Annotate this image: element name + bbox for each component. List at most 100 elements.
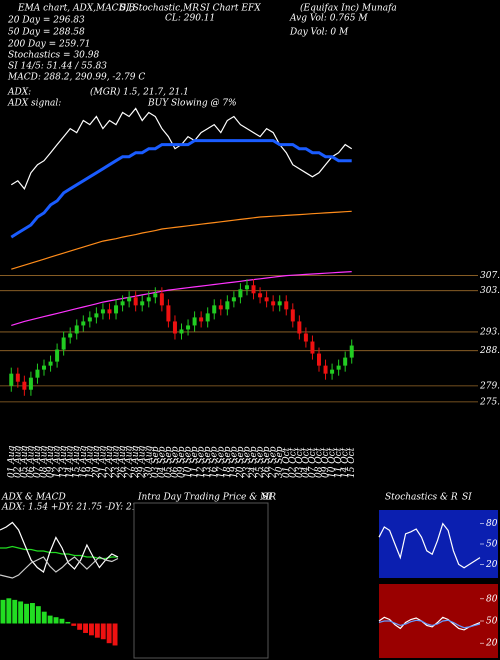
bar — [24, 603, 29, 624]
header-text: EMA chart, ADX,MACD,B — [17, 4, 135, 14]
bar — [94, 623, 100, 638]
x-tick-label: 22 Aug — [105, 445, 115, 479]
bar — [89, 623, 94, 636]
x-tick-label: 17 Sep — [216, 446, 226, 478]
header-text: Avg Vol: 0.765 M — [289, 14, 368, 24]
x-tick-label: 06 Sep — [170, 446, 180, 478]
x-tick-label: 20 Aug — [92, 445, 102, 479]
x-tick-label: 26 Sep — [262, 446, 272, 479]
x-tick-label: 30 Aug — [144, 445, 154, 478]
candle-body — [81, 321, 86, 326]
candle-body — [238, 289, 243, 298]
x-tick-label: 05 Sep — [164, 446, 174, 478]
x-tick-label: 27 Sep — [269, 446, 279, 479]
line-series — [0, 521, 119, 573]
x-tick-label: 02 Aug — [13, 445, 23, 478]
candle-body — [244, 285, 249, 290]
x-tick-label: 19 Aug — [85, 445, 95, 478]
header-text: SI Chart EFX — [200, 4, 261, 14]
candle-body — [35, 369, 40, 378]
candle-body — [231, 297, 236, 302]
y-tick-label: 80 — [486, 519, 498, 529]
x-tick-label: 09 Sep — [177, 446, 187, 478]
candle-body — [284, 301, 289, 310]
bar — [112, 623, 118, 646]
bar — [12, 599, 18, 624]
line-series — [0, 556, 119, 579]
x-tick-label: 01 Aug — [7, 445, 17, 478]
candle-body — [277, 301, 282, 306]
x-tick-label: 01 Oct — [282, 447, 292, 478]
panel-subtitle: ADX: 1.54 +DY: 21.75 -DY: 21.09 — [1, 503, 152, 513]
header-text: Day Vol: 0 M — [289, 28, 349, 38]
header-text: SI,Stochastic,MR — [120, 4, 199, 14]
y-tick-label: 293.38 — [479, 327, 500, 337]
y-tick-label: 279.96 — [479, 381, 500, 391]
y-tick-label: 303.65 — [480, 286, 500, 296]
line-series — [11, 271, 352, 326]
header-text: (Equifax Inc) Munafa — [300, 3, 397, 14]
candle-body — [192, 317, 197, 326]
x-tick-label: 09 Oct — [321, 447, 331, 478]
x-tick-label: 19 Sep — [229, 446, 239, 478]
header-text: ADX: — [7, 88, 31, 98]
x-tick-label: 12 Aug — [53, 445, 63, 478]
header-text: CL: 290.11 — [165, 14, 215, 24]
candle-body — [114, 305, 119, 314]
x-tick-label: 10 Oct — [328, 447, 338, 478]
panel-title: Intra Day Trading Price & MR — [137, 493, 276, 503]
candle-body — [316, 353, 321, 366]
line-series — [10, 139, 352, 239]
x-tick-label: 03 Oct — [295, 447, 305, 478]
panel-subtitle: SI — [262, 493, 272, 503]
candle-body — [330, 369, 335, 374]
candle-body — [310, 341, 315, 354]
x-tick-label: 24 Sep — [249, 446, 259, 479]
header-text: 20 Day = 296.83 — [7, 16, 85, 26]
x-tick-label: 05 Aug — [20, 445, 30, 478]
candle-body — [140, 301, 145, 306]
y-tick-label: 307.41 — [480, 271, 500, 281]
panel-title: ADX & MACD — [1, 493, 66, 503]
candle-body — [199, 317, 204, 322]
x-tick-label: 23 Aug — [112, 445, 122, 479]
bar — [53, 617, 59, 624]
y-tick-label: 50 — [486, 540, 498, 550]
x-tick-label: 07 Oct — [308, 447, 318, 478]
panel-subtitle: SI — [462, 493, 472, 503]
x-tick-label: 08 Aug — [40, 445, 50, 478]
bar — [65, 621, 71, 624]
x-tick-label: 30 Sep — [275, 446, 285, 478]
candle-body — [120, 301, 125, 306]
candle-body — [42, 365, 47, 370]
candle-body — [94, 313, 99, 318]
candle-body — [290, 309, 295, 322]
x-tick-label: 11 Oct — [334, 447, 344, 478]
x-tick-label: 15 Aug — [72, 445, 82, 478]
candle-body — [336, 365, 341, 370]
x-tick-label: 07 Aug — [33, 445, 43, 478]
x-tick-label: 14 Oct — [341, 447, 351, 478]
x-tick-label: 20 Sep — [236, 446, 246, 479]
x-tick-label: 13 Aug — [59, 445, 69, 478]
candle-body — [100, 309, 105, 314]
candle-body — [48, 361, 53, 366]
candle-body — [186, 325, 191, 330]
candle-body — [146, 297, 151, 302]
x-tick-label: 13 Sep — [203, 446, 213, 478]
x-tick-label: 21 Aug — [98, 445, 108, 479]
candle-body — [271, 301, 276, 306]
candle-body — [15, 373, 20, 382]
candle-body — [74, 325, 79, 334]
candle-body — [9, 373, 14, 386]
panel-background — [379, 510, 498, 578]
bar — [41, 611, 47, 624]
x-tick-label: 25 Sep — [256, 446, 266, 479]
candle-body — [55, 349, 60, 362]
x-tick-label: 18 Sep — [223, 446, 233, 478]
header-text: MACD: 288.2, 290.99, -2.79 C — [7, 73, 145, 83]
header-text: BUY Slowing @ 7% — [147, 99, 237, 109]
x-tick-label: 08 Oct — [314, 447, 324, 478]
bar — [71, 623, 77, 626]
y-tick-label: 288.72 — [479, 346, 500, 356]
